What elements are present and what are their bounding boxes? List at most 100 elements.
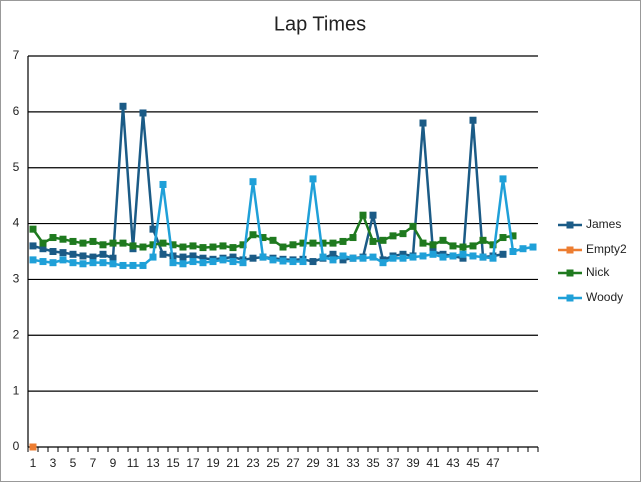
marker [239, 241, 247, 249]
x-tick-label: 1 [30, 456, 37, 470]
marker [109, 254, 117, 262]
marker [79, 239, 87, 247]
marker [299, 239, 307, 247]
y-tick-label: 1 [13, 383, 20, 397]
y-tick-label: 0 [13, 439, 20, 453]
marker [249, 178, 257, 186]
marker [419, 252, 427, 260]
marker [129, 261, 137, 269]
marker [149, 241, 157, 249]
y-tick-label: 3 [13, 272, 20, 286]
marker [129, 242, 137, 250]
marker [189, 242, 197, 250]
marker [209, 243, 217, 251]
marker [389, 254, 397, 262]
marker [299, 258, 307, 266]
x-tick-label: 25 [266, 456, 280, 470]
marker [59, 249, 67, 257]
marker [349, 254, 357, 262]
marker [309, 258, 317, 266]
marker [459, 250, 467, 258]
marker [329, 256, 337, 264]
marker [69, 237, 77, 245]
marker [269, 236, 277, 244]
x-tick-label: 5 [70, 456, 77, 470]
marker [139, 243, 147, 251]
marker [59, 235, 67, 243]
x-tick-label: 47 [486, 456, 500, 470]
marker [169, 259, 177, 267]
marker [329, 250, 337, 258]
marker [119, 239, 127, 247]
marker [249, 231, 257, 239]
marker [139, 109, 147, 117]
marker [49, 259, 57, 267]
marker [139, 261, 147, 269]
marker [429, 250, 437, 258]
marker [399, 230, 407, 238]
marker [179, 253, 187, 261]
marker [489, 241, 497, 249]
marker [189, 252, 197, 260]
y-tick-label: 4 [13, 216, 20, 230]
x-tick-label: 3 [50, 456, 57, 470]
marker [499, 250, 507, 258]
marker [259, 234, 267, 242]
marker [319, 253, 327, 261]
legend-marker [566, 246, 574, 254]
marker [199, 254, 207, 262]
marker [99, 250, 107, 258]
marker [419, 239, 427, 247]
marker [49, 248, 57, 255]
marker [279, 257, 287, 265]
marker [339, 252, 347, 260]
marker [369, 237, 377, 245]
marker [79, 252, 87, 260]
marker [199, 259, 207, 267]
marker [259, 253, 267, 261]
marker [519, 245, 527, 253]
x-tick-label: 41 [426, 456, 440, 470]
marker [79, 260, 87, 268]
marker [479, 236, 487, 244]
marker [309, 175, 317, 183]
marker [29, 242, 37, 250]
marker [29, 225, 37, 233]
x-tick-label: 23 [246, 456, 260, 470]
marker [99, 259, 107, 267]
marker [39, 258, 47, 266]
marker [489, 254, 497, 262]
marker [119, 261, 127, 269]
x-tick-label: 13 [146, 456, 160, 470]
marker [499, 175, 507, 183]
x-tick-label: 27 [286, 456, 300, 470]
x-tick-label: 45 [466, 456, 480, 470]
x-tick-label: 43 [446, 456, 460, 470]
x-tick-label: 21 [226, 456, 240, 470]
marker [39, 245, 47, 253]
marker [379, 236, 387, 244]
marker [279, 243, 287, 251]
marker [369, 211, 377, 219]
x-tick-label: 9 [110, 456, 117, 470]
marker [389, 232, 397, 240]
marker [309, 239, 317, 247]
marker [339, 256, 347, 264]
marker [89, 237, 97, 245]
legend-label: James [586, 217, 621, 231]
y-tick-label: 5 [13, 160, 20, 174]
x-tick-label: 33 [346, 456, 360, 470]
marker [219, 242, 227, 250]
marker [339, 237, 347, 245]
marker [249, 254, 257, 262]
x-tick-label: 7 [90, 456, 97, 470]
x-tick-label: 11 [127, 456, 140, 470]
marker [419, 119, 427, 127]
marker [149, 253, 157, 261]
marker [29, 256, 37, 264]
x-tick-label: 15 [166, 456, 180, 470]
legend-label: Empty2 [586, 242, 627, 256]
marker [209, 258, 217, 266]
marker [509, 248, 517, 255]
